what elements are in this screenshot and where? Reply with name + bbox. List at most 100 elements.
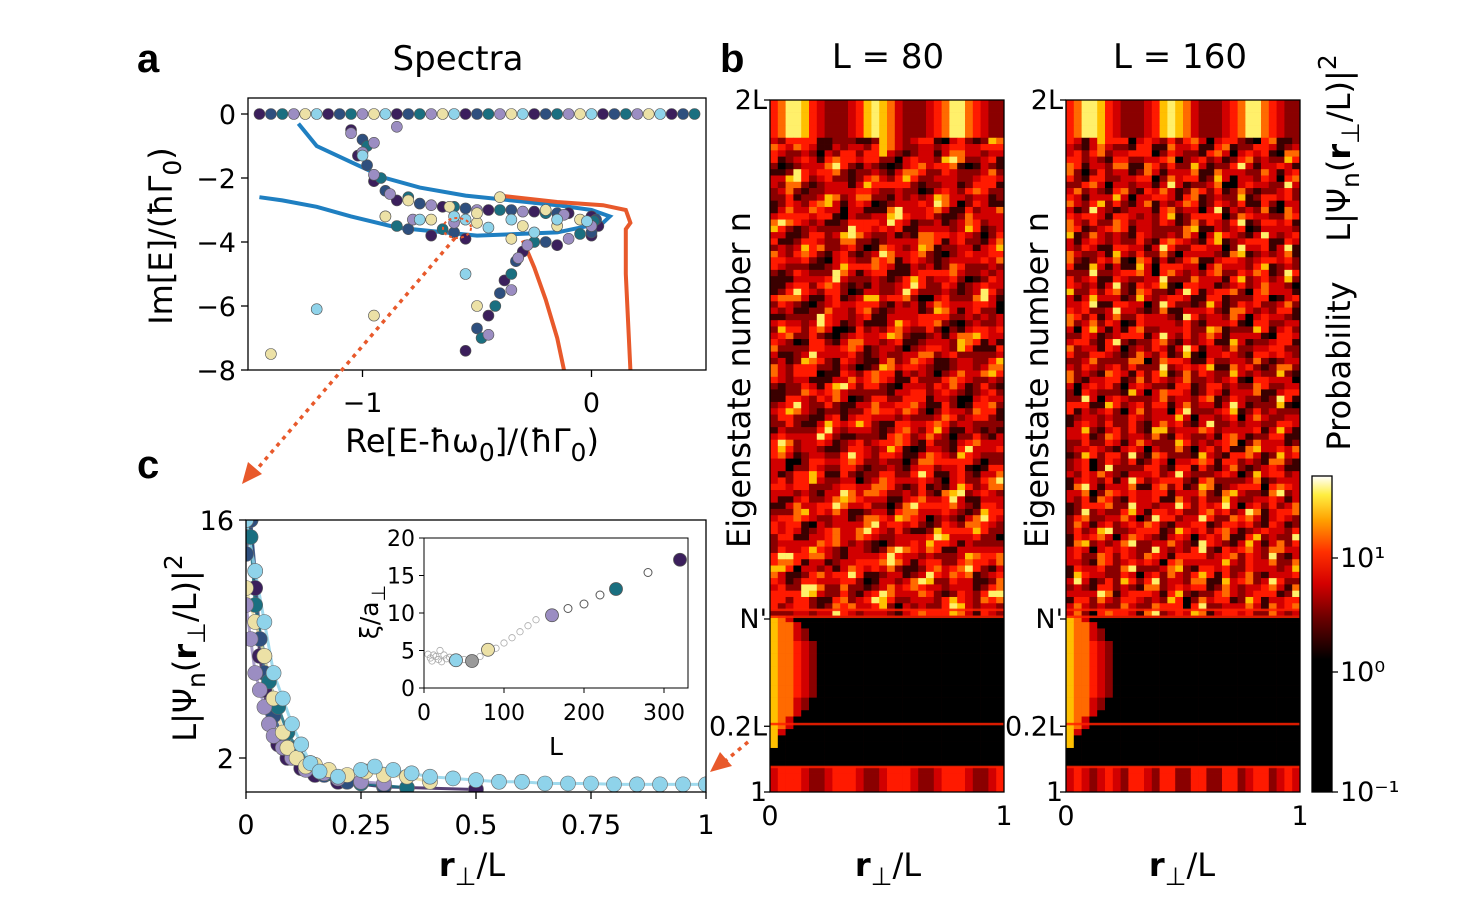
heatmap-cell — [785, 332, 794, 340]
heatmap-cell — [910, 741, 919, 749]
heatmap-cell — [1198, 200, 1207, 208]
heatmap-cell — [918, 244, 927, 252]
heatmap-cell — [1128, 269, 1137, 277]
heatmap-cell — [1081, 364, 1090, 371]
heatmap-cell — [832, 332, 841, 340]
heatmap-cell — [809, 439, 818, 447]
heatmap-cell — [980, 420, 989, 428]
heatmap-cell — [777, 766, 786, 774]
heatmap-cell — [1128, 357, 1137, 365]
heatmap-cell — [1206, 370, 1215, 378]
heatmap-cell — [1198, 106, 1207, 113]
heatmap-cell — [1112, 200, 1121, 208]
heatmap-cell — [801, 206, 810, 214]
heatmap-cell — [863, 219, 872, 227]
heatmap-cell — [902, 464, 911, 472]
heatmap-cell — [1073, 131, 1082, 139]
heatmap-cell — [1128, 131, 1137, 139]
panel-c-point — [330, 768, 346, 785]
heatmap-cell — [855, 735, 864, 742]
arrow-c-to-b — [722, 740, 750, 764]
heatmap-cell — [949, 326, 958, 334]
heatmap-cell — [887, 615, 896, 623]
heatmap-cell — [1112, 383, 1121, 390]
heatmap-cell — [1237, 238, 1246, 245]
heatmap-cell — [879, 112, 888, 120]
heatmap-cell — [785, 464, 794, 472]
heatmap-cell — [1268, 150, 1277, 157]
heatmap-cell — [965, 383, 974, 390]
heatmap-cell — [1066, 288, 1075, 296]
heatmap-cell — [980, 376, 989, 384]
heatmap-cell — [933, 685, 942, 692]
panel-c-point — [256, 614, 273, 630]
heatmap-cell — [1190, 200, 1199, 208]
heatmap-cell — [816, 490, 825, 497]
heatmap-cell — [777, 584, 786, 591]
heatmap-cell — [848, 546, 857, 554]
heatmap-cell — [1144, 206, 1153, 214]
heatmap-cell — [988, 710, 997, 717]
heatmap-cell — [848, 534, 857, 541]
heatmap-cell — [996, 552, 1005, 560]
heatmap-cell — [801, 552, 810, 560]
panel-c-point — [246, 529, 259, 545]
heatmap-cell — [848, 282, 857, 290]
heatmap-cell — [1237, 357, 1246, 365]
heatmap-cell — [793, 332, 802, 340]
heatmap-cell — [879, 565, 888, 573]
heatmap-cell — [1097, 112, 1106, 120]
heatmap-cell — [840, 351, 849, 359]
heatmap-cell — [957, 414, 966, 422]
heatmap-cell — [926, 666, 935, 673]
heatmap-cell — [1183, 370, 1192, 378]
heatmap-cell — [816, 112, 825, 120]
heatmap-cell — [801, 534, 810, 541]
heatmap-cell — [926, 106, 935, 113]
heatmap-cell — [1089, 351, 1098, 359]
heatmap-cell — [809, 175, 818, 183]
heatmap-cell — [918, 534, 927, 541]
heatmap-cell — [1237, 351, 1246, 359]
heatmap-cell — [918, 590, 927, 598]
heatmap-cell — [1128, 383, 1137, 390]
panel-a-point — [512, 252, 525, 264]
heatmap-cell — [1066, 175, 1075, 183]
heatmap-cell — [1151, 131, 1160, 139]
heatmap-cell — [1253, 188, 1262, 195]
heatmap-cell — [941, 452, 950, 459]
heatmap-cell — [848, 697, 857, 705]
heatmap-cell — [855, 578, 864, 585]
heatmap-cell — [863, 546, 872, 554]
heatmap-cell — [809, 206, 818, 214]
heatmap-cell — [1183, 106, 1192, 113]
heatmap-cell — [957, 206, 966, 214]
heatmap-cell — [824, 295, 833, 302]
heatmap-cell — [1144, 370, 1153, 378]
heatmap-cell — [1112, 295, 1121, 302]
heatmap-cell — [770, 100, 779, 107]
heatmap-cell — [793, 628, 802, 636]
heatmap-cell — [832, 219, 841, 227]
heatmap-cell — [824, 395, 833, 403]
heatmap-cell — [871, 565, 880, 573]
heatmap-cell — [879, 188, 888, 195]
heatmap-cell — [1128, 225, 1137, 233]
heatmap-cell — [871, 729, 880, 736]
heatmap-cell — [770, 659, 779, 667]
heatmap-cell — [1128, 250, 1137, 258]
heatmap-cell — [894, 162, 903, 170]
heatmap-cell — [988, 584, 997, 591]
heatmap-cell — [801, 395, 810, 403]
heatmap-cell — [1089, 250, 1098, 258]
heatmap-cell — [824, 206, 833, 214]
heatmap-cell — [1159, 370, 1168, 378]
heatmap-cell — [855, 370, 864, 378]
heatmap-cell — [996, 729, 1005, 736]
heatmap-cell — [840, 697, 849, 705]
heatmap-cell — [770, 175, 779, 183]
heatmap-cell — [1081, 357, 1090, 365]
heatmap-cell — [1245, 351, 1254, 359]
heatmap-cell — [902, 250, 911, 258]
